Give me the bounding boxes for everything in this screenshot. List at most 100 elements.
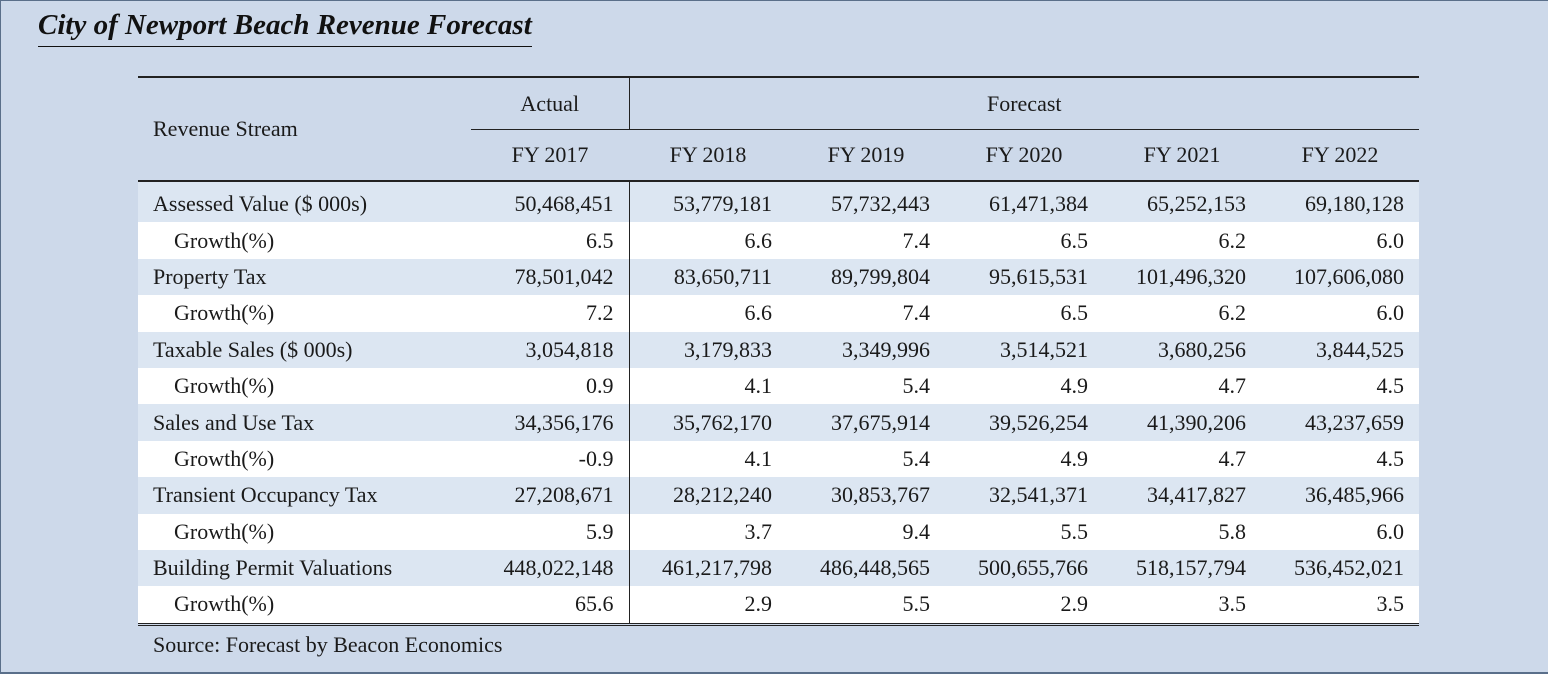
source-note: Source: Forecast by Beacon Economics <box>153 632 503 657</box>
cell: 2.9 <box>629 586 787 626</box>
cell: 0.9 <box>471 367 630 405</box>
cell: 4.5 <box>1376 373 1405 399</box>
cell: 4.5 <box>1376 445 1405 471</box>
table-body: Assessed Value ($ 000s) 50,468,451 53,779,… <box>138 181 1419 626</box>
cell: 57,732,443 <box>831 191 930 217</box>
cell: 3.7 <box>744 518 773 544</box>
cell: 4.7 <box>1218 373 1247 399</box>
table-row: Growth(%) 6.5 6.6 7.4 6.5 6.2 6.0 <box>138 222 1419 259</box>
cell: 3,179,833 <box>684 336 772 362</box>
cell: 5.4 <box>902 373 931 399</box>
cell: 3,349,996 <box>842 336 930 362</box>
cell: 4.1 <box>744 373 773 399</box>
cell: 5.8 <box>1218 518 1247 544</box>
cell: 78,501,042 <box>471 258 630 296</box>
cell: 6.5 <box>1060 300 1089 326</box>
cell: 89,799,804 <box>831 263 930 289</box>
cell: 5.5 <box>787 586 945 626</box>
cell: 5.9 <box>471 513 630 550</box>
cell: 107,606,080 <box>1294 263 1404 289</box>
table-row: Growth(%) 5.9 3.7 9.4 5.5 5.8 6.0 <box>138 513 1419 550</box>
cell: 39,526,254 <box>989 409 1088 435</box>
cell: 95,615,531 <box>989 263 1088 289</box>
group-header: Actual <box>471 76 630 130</box>
row-label: Sales and Use Tax <box>153 409 315 435</box>
cell: 69,180,128 <box>1305 191 1404 217</box>
cell: 3,844,525 <box>1316 336 1404 362</box>
cell: 3.5 <box>1103 586 1261 626</box>
cell: 4.9 <box>1060 373 1089 399</box>
cell: 32,541,371 <box>989 482 1088 508</box>
row-label: Growth(%) <box>174 373 275 399</box>
group-header: Forecast <box>629 76 1419 130</box>
cell: 36,485,966 <box>1305 482 1404 508</box>
cell: 6.0 <box>1376 518 1405 544</box>
cell: 43,237,659 <box>1305 409 1404 435</box>
title: City of Newport Beach Revenue Forecast <box>38 9 532 47</box>
cell: 3,054,818 <box>471 331 630 368</box>
year-header: FY 2020 <box>945 129 1103 182</box>
row-label: Growth(%) <box>174 227 275 253</box>
row-label: Transient Occupancy Tax <box>153 482 378 508</box>
table-row: Property Tax 78,501,042 83,650,711 89,799,8… <box>138 258 1419 296</box>
cell: 486,448,565 <box>820 555 930 581</box>
year-header: FY 2017 <box>471 129 629 182</box>
cell: 4.9 <box>1060 445 1089 471</box>
row-label: Growth(%) <box>174 445 275 471</box>
revenue-table: Revenue Stream Actual Forecast FY 2017 FY… <box>138 76 1419 626</box>
cell: 27,208,671 <box>471 477 630 514</box>
row-label: Property Tax <box>153 263 267 289</box>
cell: 6.2 <box>1218 227 1247 253</box>
cell: 61,471,384 <box>989 191 1088 217</box>
cell: 6.6 <box>744 300 773 326</box>
cell: 65,252,153 <box>1147 191 1246 217</box>
cell: 448,022,148 <box>471 549 630 587</box>
year-header: FY 2021 <box>1103 129 1261 182</box>
cell: 50,468,451 <box>471 181 630 223</box>
year-header: FY 2018 <box>629 129 787 182</box>
table-row: Growth(%) 0.9 4.1 5.4 4.9 4.7 4.5 <box>138 367 1419 405</box>
cell: 30,853,767 <box>831 482 930 508</box>
row-label: Building Permit Valuations <box>153 555 393 581</box>
cell: 6.0 <box>1376 227 1405 253</box>
row-label: Growth(%) <box>174 518 275 544</box>
header-row: FY 2017 FY 2018 FY 2019 FY 2020 FY 2021 FY 20… <box>138 129 1419 182</box>
table-header: Revenue Stream Actual Forecast FY 2017 FY… <box>138 76 1419 182</box>
cell: 37,675,914 <box>831 409 930 435</box>
cell: 101,496,320 <box>1136 263 1246 289</box>
cell: 28,212,240 <box>673 482 772 508</box>
cell: 6.5 <box>471 222 630 259</box>
table-row: Growth(%) 65.6 2.9 5.5 2.9 3.5 3.5 <box>138 586 1419 626</box>
table-row: Building Permit Valuations 448,022,148 461… <box>138 549 1419 587</box>
table-row: Taxable Sales ($ 000s) 3,054,818 3,179,833… <box>138 331 1419 368</box>
row-label: Growth(%) <box>174 300 275 326</box>
cell: 7.4 <box>902 227 931 253</box>
cell: 2.9 <box>945 586 1103 626</box>
header-row: Revenue Stream Actual Forecast <box>138 76 1419 182</box>
cell: 6.2 <box>1218 300 1247 326</box>
cell: 3.5 <box>1261 586 1419 626</box>
cell: 34,356,176 <box>471 404 630 441</box>
cell: 461,217,798 <box>662 555 772 581</box>
cell: 3,680,256 <box>1158 336 1246 362</box>
cell: 83,650,711 <box>673 263 772 289</box>
row-label: Taxable Sales ($ 000s) <box>153 336 353 362</box>
cell: 41,390,206 <box>1147 409 1246 435</box>
table-row: Transient Occupancy Tax 27,208,671 28,212,… <box>138 477 1419 514</box>
table-row: Growth(%) 7.2 6.6 7.4 6.5 6.2 6.0 <box>138 295 1419 332</box>
table-row: Assessed Value ($ 000s) 50,468,451 53,779,… <box>138 181 1419 223</box>
cell: 5.5 <box>1060 518 1089 544</box>
cell: 7.2 <box>471 295 630 332</box>
cell: 4.1 <box>744 445 773 471</box>
cell: 7.4 <box>902 300 931 326</box>
year-header: FY 2019 <box>787 129 945 182</box>
table-row: Growth(%) -0.9 4.1 5.4 4.9 4.7 4.5 <box>138 440 1419 478</box>
cell: 500,655,766 <box>978 555 1088 581</box>
cell: 35,762,170 <box>673 409 772 435</box>
cell: 3,514,521 <box>1000 336 1088 362</box>
cell: 6.0 <box>1376 300 1405 326</box>
cell: 9.4 <box>902 518 931 544</box>
column-header: Revenue Stream <box>138 76 471 182</box>
cell: 536,452,021 <box>1294 555 1404 581</box>
